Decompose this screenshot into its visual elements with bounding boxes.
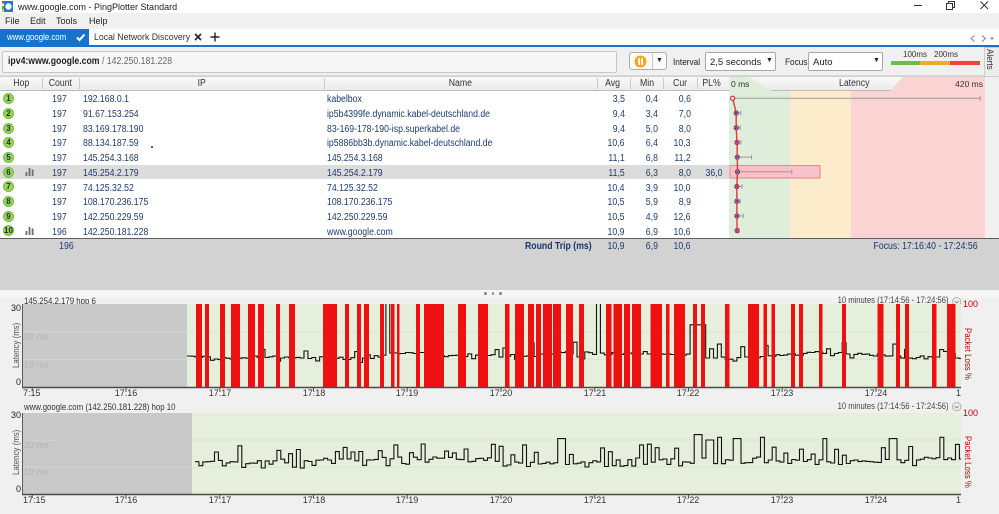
svg-text:10 ms: 10 ms [24, 359, 49, 369]
svg-text:20 ms: 20 ms [24, 332, 49, 342]
svg-text:20 ms: 20 ms [24, 440, 49, 450]
svg-text:10 ms: 10 ms [24, 467, 49, 477]
